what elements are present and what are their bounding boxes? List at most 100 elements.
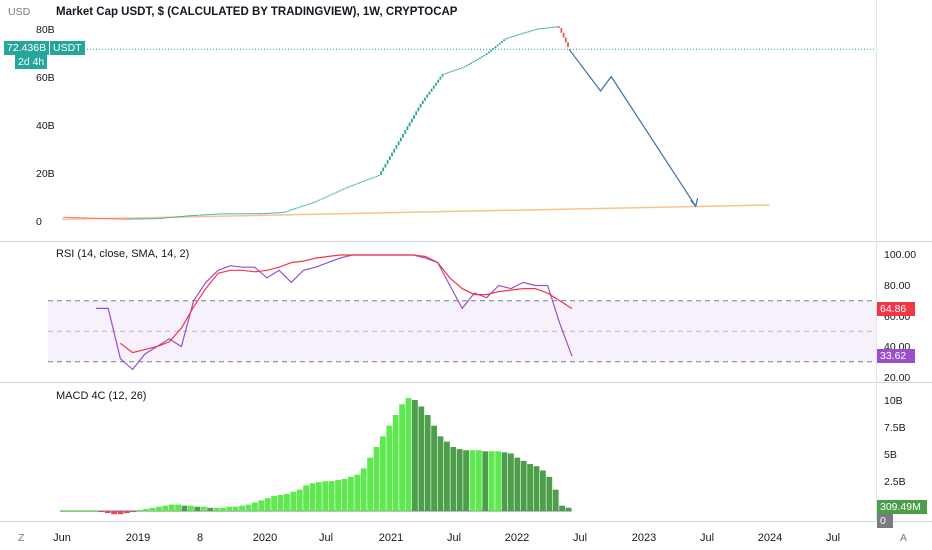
price-candle <box>523 32 525 34</box>
price-candle <box>241 213 244 215</box>
macd-value-badge: 309.49M <box>877 500 927 514</box>
pane-divider-2[interactable] <box>0 382 932 383</box>
price-candle <box>100 218 103 220</box>
zoom-reset-button[interactable]: Z <box>18 532 25 544</box>
price-candle <box>362 180 365 182</box>
time-label: Jul <box>825 532 841 544</box>
price-candle <box>69 216 72 218</box>
macd-bar <box>533 466 540 511</box>
price-candle <box>424 97 426 101</box>
time-label: 2021 <box>378 532 404 544</box>
macd-bar <box>450 447 457 511</box>
price-candle <box>347 186 349 188</box>
macd-bar <box>348 476 354 511</box>
price-candle <box>558 26 561 28</box>
price-candle <box>421 100 424 104</box>
price-candle <box>72 217 74 219</box>
price-candle <box>494 46 497 49</box>
price-candle <box>219 213 222 215</box>
price-tick: 40B <box>36 120 55 132</box>
price-candle <box>333 192 336 194</box>
rsi-pane <box>48 254 876 371</box>
price-candle <box>446 72 448 74</box>
macd-bar <box>72 511 79 512</box>
price-candle <box>410 118 413 123</box>
price-candle <box>501 41 503 43</box>
price-candle <box>140 218 143 220</box>
macd-bar <box>463 450 469 511</box>
price-candle <box>151 218 154 220</box>
price-candle <box>551 26 554 28</box>
price-candle <box>430 88 433 92</box>
auto-scale-button[interactable]: A <box>900 532 908 544</box>
price-candle <box>349 185 352 187</box>
macd-bar <box>111 511 117 515</box>
time-label: 8 <box>196 532 204 544</box>
price-candle <box>197 214 200 216</box>
price-candle <box>556 26 558 28</box>
price-candle <box>542 27 545 29</box>
price-candle <box>413 115 415 119</box>
price-candle <box>267 212 270 214</box>
macd-bar <box>85 511 92 512</box>
price-candle <box>118 218 121 220</box>
price-candle <box>184 215 187 217</box>
price-candle <box>329 194 332 196</box>
price-candle <box>553 26 556 28</box>
price-candle <box>292 208 294 210</box>
time-label: Jun <box>53 532 71 544</box>
rsi-value-badge: 33.62 <box>877 349 915 363</box>
macd-bar <box>386 425 393 511</box>
chart-title[interactable]: Market Cap USDT, $ (CALCULATED BY TRADIN… <box>56 6 458 18</box>
price-candle <box>256 213 259 215</box>
macd-bar <box>200 506 207 511</box>
price-candle <box>549 27 552 29</box>
rsi-line <box>96 254 573 371</box>
projection-path <box>568 48 697 207</box>
macd-bar <box>520 460 527 511</box>
macd-title[interactable]: MACD 4C (12, 26) <box>56 390 147 402</box>
macd-bar <box>476 450 482 511</box>
price-candle <box>459 68 462 70</box>
price-candle <box>496 44 499 47</box>
macd-bar <box>373 447 380 511</box>
price-candle <box>402 133 404 138</box>
price-badge-symbol: USDT <box>50 41 85 55</box>
price-candle <box>318 199 321 201</box>
macd-pane <box>60 397 572 515</box>
macd-bar <box>335 480 341 511</box>
macd-bar <box>316 482 322 511</box>
price-pane <box>60 26 876 221</box>
macd-bar <box>220 507 226 511</box>
macd-bar <box>92 511 98 512</box>
price-candle <box>479 57 481 59</box>
price-candle <box>366 179 369 181</box>
price-candle <box>380 171 382 176</box>
macd-bar <box>194 506 201 511</box>
macd-bar <box>399 404 405 511</box>
price-candle <box>237 213 239 215</box>
macd-bar <box>354 474 361 511</box>
price-candle <box>483 55 486 57</box>
price-candle <box>567 42 569 48</box>
price-candle <box>102 218 105 220</box>
price-candle <box>296 207 299 209</box>
price-candle <box>439 76 442 80</box>
price-candle <box>248 213 250 215</box>
macd-bar <box>232 506 239 511</box>
price-candle <box>80 217 83 219</box>
price-candle <box>190 215 193 217</box>
pane-divider-1[interactable] <box>0 241 932 242</box>
price-candle <box>186 215 189 217</box>
price-candle <box>265 212 268 214</box>
price-candle <box>355 183 358 185</box>
price-candle <box>259 213 261 215</box>
price-candle <box>309 203 312 205</box>
price-candle <box>144 218 147 220</box>
price-candle <box>261 213 264 215</box>
price-candle <box>157 218 160 220</box>
price-candle <box>168 217 171 219</box>
rsi-title[interactable]: RSI (14, close, SMA, 14, 2) <box>56 248 190 260</box>
price-candle <box>468 63 470 66</box>
